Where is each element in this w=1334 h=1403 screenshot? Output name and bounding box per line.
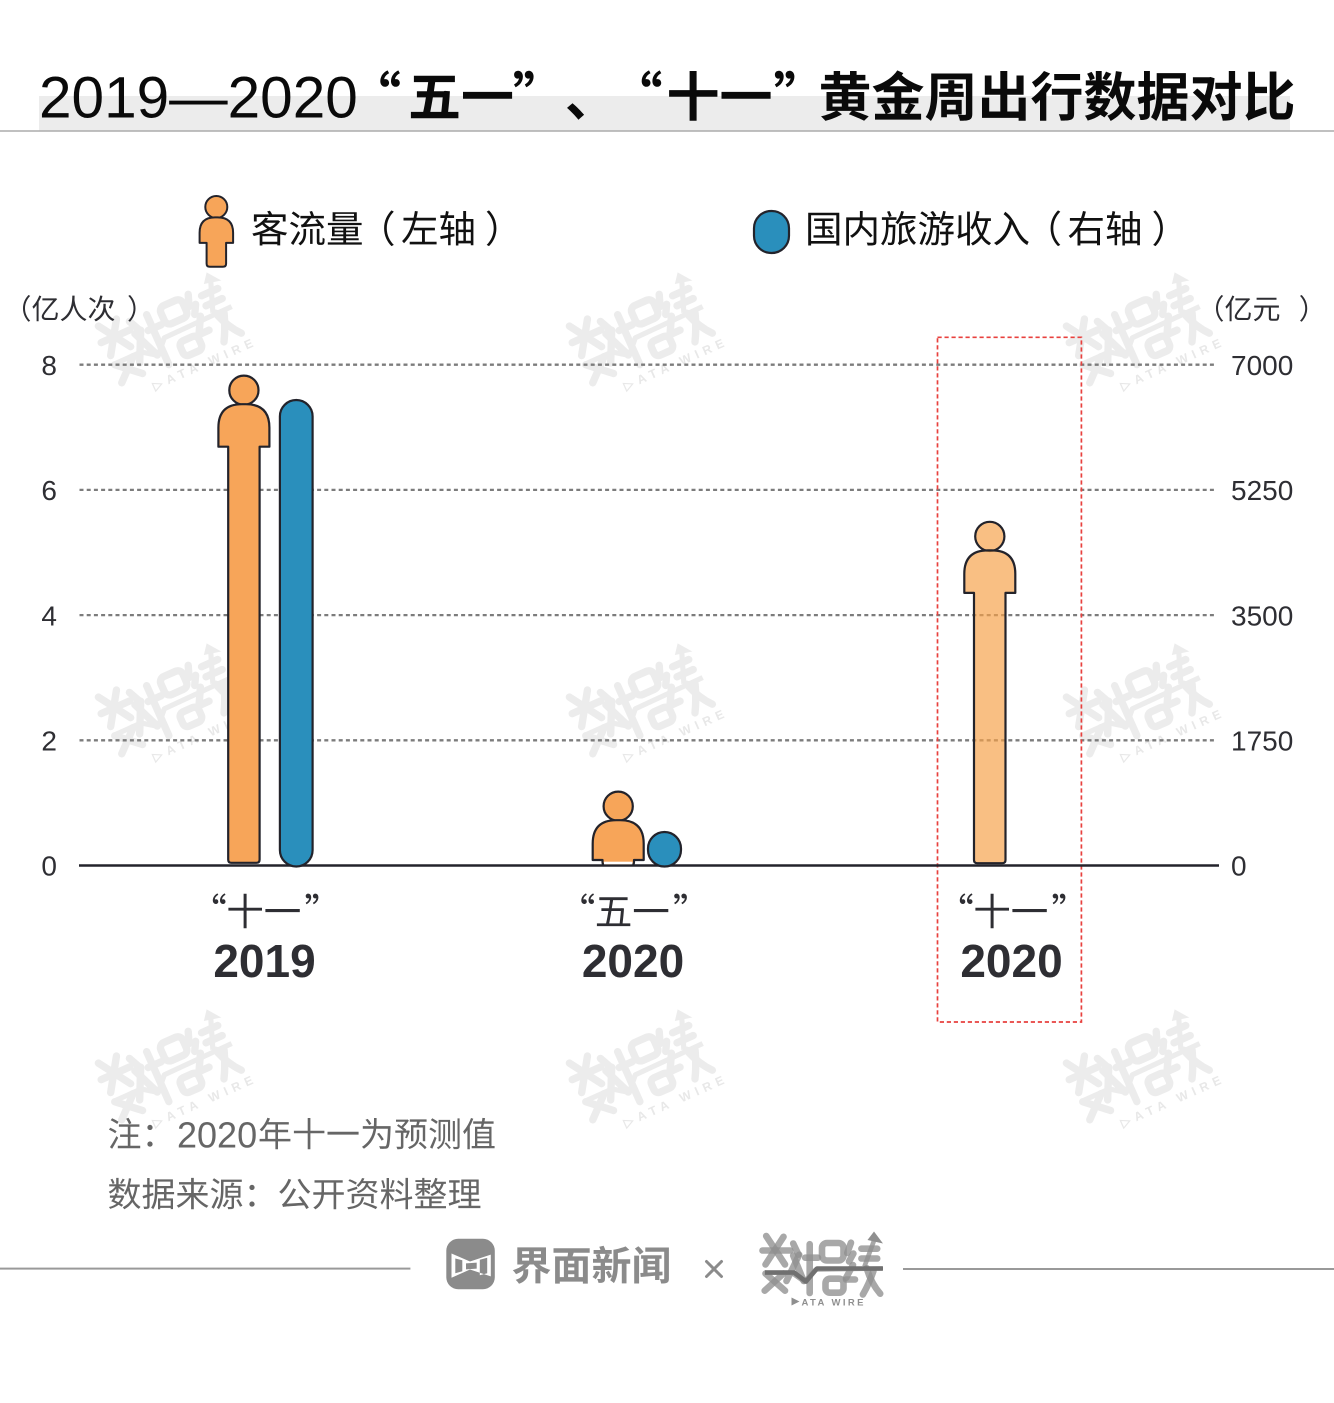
svg-text:6: 6 bbox=[41, 475, 57, 506]
svg-text:2020: 2020 bbox=[960, 935, 1062, 987]
svg-text:4: 4 bbox=[41, 600, 57, 631]
svg-text:2019—2020: 2019—2020 bbox=[39, 66, 358, 131]
svg-text:2019: 2019 bbox=[213, 935, 315, 987]
svg-text:2: 2 bbox=[41, 726, 57, 757]
svg-text:7000: 7000 bbox=[1231, 350, 1293, 381]
svg-text:2020: 2020 bbox=[177, 1115, 257, 1156]
svg-text:3500: 3500 bbox=[1231, 600, 1293, 631]
svg-text:1750: 1750 bbox=[1231, 726, 1293, 757]
svg-text:5250: 5250 bbox=[1231, 475, 1293, 506]
svg-text:0: 0 bbox=[1231, 851, 1247, 882]
svg-text:ATA WIRE: ATA WIRE bbox=[802, 1298, 866, 1309]
svg-text:2020: 2020 bbox=[582, 935, 684, 987]
svg-text:8: 8 bbox=[41, 350, 57, 381]
svg-text:0: 0 bbox=[41, 851, 57, 882]
